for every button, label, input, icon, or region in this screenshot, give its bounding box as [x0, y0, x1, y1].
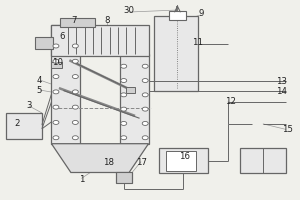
- Bar: [159, 148, 208, 173]
- Circle shape: [142, 121, 148, 125]
- Bar: [60, 18, 95, 27]
- Text: 6: 6: [59, 32, 65, 41]
- Text: 15: 15: [282, 125, 293, 134]
- Bar: [35, 37, 53, 49]
- Bar: [169, 11, 186, 20]
- Bar: [167, 151, 196, 171]
- Circle shape: [142, 64, 148, 68]
- Text: 7: 7: [71, 16, 76, 25]
- Circle shape: [142, 93, 148, 97]
- Text: 14: 14: [276, 87, 287, 96]
- Circle shape: [72, 136, 78, 140]
- Text: 10: 10: [52, 58, 63, 67]
- Circle shape: [121, 93, 127, 97]
- Circle shape: [72, 75, 78, 79]
- Bar: [6, 113, 42, 139]
- Text: 30: 30: [124, 6, 135, 15]
- Bar: [120, 54, 148, 144]
- Circle shape: [53, 75, 59, 79]
- Circle shape: [72, 105, 78, 109]
- Circle shape: [142, 107, 148, 111]
- Text: 17: 17: [136, 158, 146, 167]
- Circle shape: [121, 79, 127, 83]
- Text: 16: 16: [179, 152, 190, 161]
- Circle shape: [121, 121, 127, 125]
- Bar: [154, 16, 198, 91]
- Bar: [126, 87, 135, 93]
- Text: 12: 12: [225, 97, 236, 106]
- Bar: [116, 171, 132, 183]
- Circle shape: [53, 90, 59, 94]
- Circle shape: [121, 136, 127, 140]
- Text: 5: 5: [37, 86, 42, 95]
- Circle shape: [142, 136, 148, 140]
- Circle shape: [53, 59, 59, 63]
- Circle shape: [53, 136, 59, 140]
- Circle shape: [142, 79, 148, 83]
- Circle shape: [121, 64, 127, 68]
- Circle shape: [53, 44, 59, 48]
- Text: 8: 8: [104, 16, 110, 25]
- Circle shape: [53, 105, 59, 109]
- Polygon shape: [52, 144, 148, 172]
- Circle shape: [121, 107, 127, 111]
- Text: 11: 11: [192, 38, 203, 47]
- Text: 13: 13: [276, 77, 287, 86]
- Bar: [52, 25, 148, 56]
- Text: 3: 3: [26, 101, 32, 110]
- Circle shape: [72, 44, 78, 48]
- Bar: [51, 62, 62, 68]
- Circle shape: [72, 120, 78, 124]
- Text: 2: 2: [14, 119, 20, 128]
- Bar: [52, 25, 80, 144]
- Circle shape: [72, 90, 78, 94]
- Text: 4: 4: [37, 76, 42, 85]
- Bar: [240, 148, 286, 173]
- Text: 9: 9: [198, 9, 203, 18]
- Circle shape: [53, 120, 59, 124]
- Circle shape: [72, 59, 78, 63]
- Text: 1: 1: [79, 175, 84, 184]
- Text: 18: 18: [103, 158, 114, 167]
